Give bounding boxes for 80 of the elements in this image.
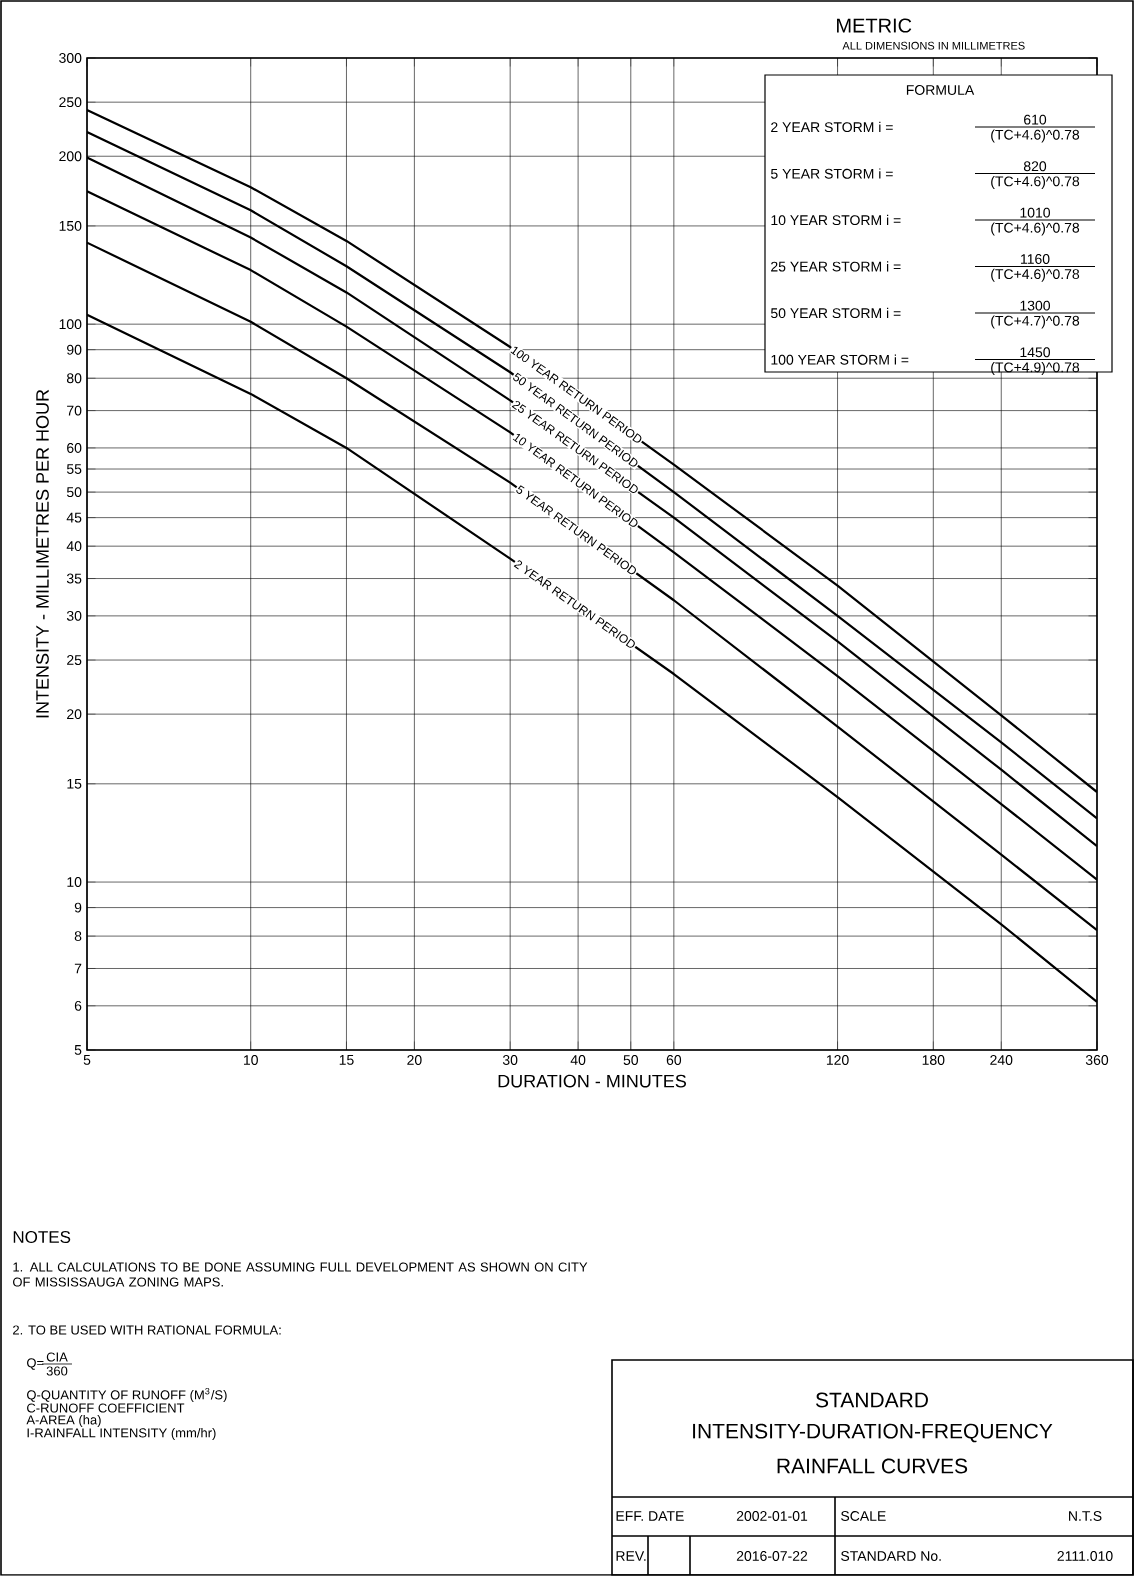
- x-tick-label: 60: [666, 1055, 682, 1065]
- text: NOTES: [13, 1230, 71, 1243]
- x-tick-label: 30: [502, 1055, 518, 1065]
- y-tick-label: 100: [59, 319, 82, 330]
- text: INTENSITY-DURATION-FREQUENCY: [693, 1423, 1053, 1443]
- text: REV.: [616, 1551, 646, 1561]
- y-tick-label: 150: [59, 220, 82, 231]
- y-tick-label: 30: [66, 610, 82, 621]
- y-tick-label: 90: [67, 344, 82, 355]
- x-tick-label: 50: [623, 1055, 639, 1065]
- annotation: 1010: [1020, 207, 1051, 218]
- y-tick-label: 8: [74, 931, 82, 942]
- text: SCALE: [841, 1511, 886, 1521]
- y-tick-label: 15: [67, 778, 82, 789]
- annotation: (TC+4.9)^0.78: [991, 362, 1080, 376]
- annotation: FORMULA: [906, 85, 975, 95]
- x-tick-label: 20: [407, 1055, 422, 1065]
- x-tick-label: 240: [990, 1055, 1013, 1065]
- annotation: 10 YEAR STORM i =: [771, 214, 901, 226]
- text: CIA: [46, 1352, 68, 1362]
- y-tick-label: 20: [67, 709, 82, 720]
- y-axis-title: INTENSITY - MILLIMETRES PER HOUR: [36, 389, 49, 718]
- y-tick-label: 35: [66, 573, 82, 584]
- annotation: 2 YEAR STORM i =: [771, 121, 893, 133]
- x-tick-label: 10: [243, 1055, 258, 1065]
- text: 1. ALL CALCULATIONS TO BE DONE ASSUMING FULL DEVELOPMENT AS SHOWN ON CITY OF MISSISSAUGA ZONING MAPS.: [13, 1262, 588, 1287]
- annotation: 1450: [1020, 347, 1051, 358]
- y-tick-label: 300: [59, 53, 82, 63]
- annotation: (TC+4.6)^0.78: [991, 129, 1080, 143]
- annotation: 25 YEAR STORM i =: [771, 261, 901, 272]
- y-tick-label: 55: [66, 464, 82, 474]
- x-tick-label: 120: [826, 1055, 849, 1065]
- text: I-RAINFALL INTENSITY (mm/hr): [27, 1427, 216, 1441]
- text: A-AREA (ha): [26, 1414, 101, 1428]
- annotation: (TC+4.6)^0.78: [991, 268, 1080, 282]
- x-tick-label: 15: [339, 1055, 354, 1065]
- y-tick-label: 80: [66, 373, 82, 384]
- y-tick-label: 60: [67, 443, 82, 453]
- text: RAINFALL CURVES: [777, 1458, 968, 1474]
- annotation: 610: [1024, 114, 1047, 125]
- y-tick-label: 200: [59, 151, 82, 162]
- x-tick-label: 40: [570, 1055, 586, 1065]
- annotation: 1300: [1020, 300, 1051, 311]
- y-tick-label: 50: [66, 487, 82, 498]
- x-tick-label: 180: [922, 1055, 945, 1065]
- y-tick-label: 40: [66, 541, 82, 552]
- annotation: (TC+4.6)^0.78: [991, 222, 1080, 236]
- text: Q-QUANTITY OF RUNOFF (M$^{3}$/S): [27, 1387, 227, 1403]
- annotation: 5 YEAR STORM i =: [770, 168, 893, 179]
- y-tick-label: 10: [67, 877, 82, 887]
- x-tick-label: 360: [1085, 1055, 1109, 1065]
- x-tick-label: 5: [83, 1055, 91, 1065]
- y-tick-label: 250: [59, 97, 82, 108]
- annotation: (TC+4.7)^0.78: [991, 315, 1080, 329]
- text: STANDARD: [815, 1392, 928, 1408]
- x-axis-title: DURATION - MINUTES: [498, 1074, 687, 1088]
- text: 2111.010: [1057, 1551, 1113, 1561]
- text: N.T.S: [1069, 1511, 1102, 1521]
- annotation: 100 YEAR STORM i =: [771, 354, 909, 365]
- annotation: (TC+4.6)^0.78: [991, 176, 1080, 190]
- y-tick-label: 6: [74, 1000, 82, 1011]
- annotation: 1160: [1021, 254, 1050, 264]
- y-tick-label: 70: [67, 405, 82, 416]
- y-tick-label: 9: [74, 902, 82, 913]
- text: STANDARD No.: [841, 1551, 941, 1561]
- y-tick-label: 25: [67, 655, 82, 665]
- text: 360: [46, 1366, 68, 1376]
- chart-subtitle: ALL DIMENSIONS IN MILLIMETRES: [842, 41, 1025, 50]
- y-tick-label: 45: [66, 512, 82, 523]
- y-tick-label: 7: [74, 963, 82, 974]
- text: 2002-01-01: [736, 1511, 808, 1521]
- y-tick-label: 5: [74, 1045, 82, 1055]
- text: EFF. DATE: [616, 1511, 684, 1521]
- text: C-RUNOFF COEFFICIENT: [27, 1403, 185, 1413]
- annotation: 50 YEAR STORM i =: [770, 307, 901, 319]
- annotation: 820: [1023, 161, 1047, 172]
- text: 2. TO BE USED WITH RATIONAL FORMULA:: [13, 1325, 281, 1335]
- chart-title: METRIC: [837, 18, 912, 33]
- text: 2016-07-22: [736, 1551, 808, 1561]
- text: Q=: [27, 1358, 44, 1370]
